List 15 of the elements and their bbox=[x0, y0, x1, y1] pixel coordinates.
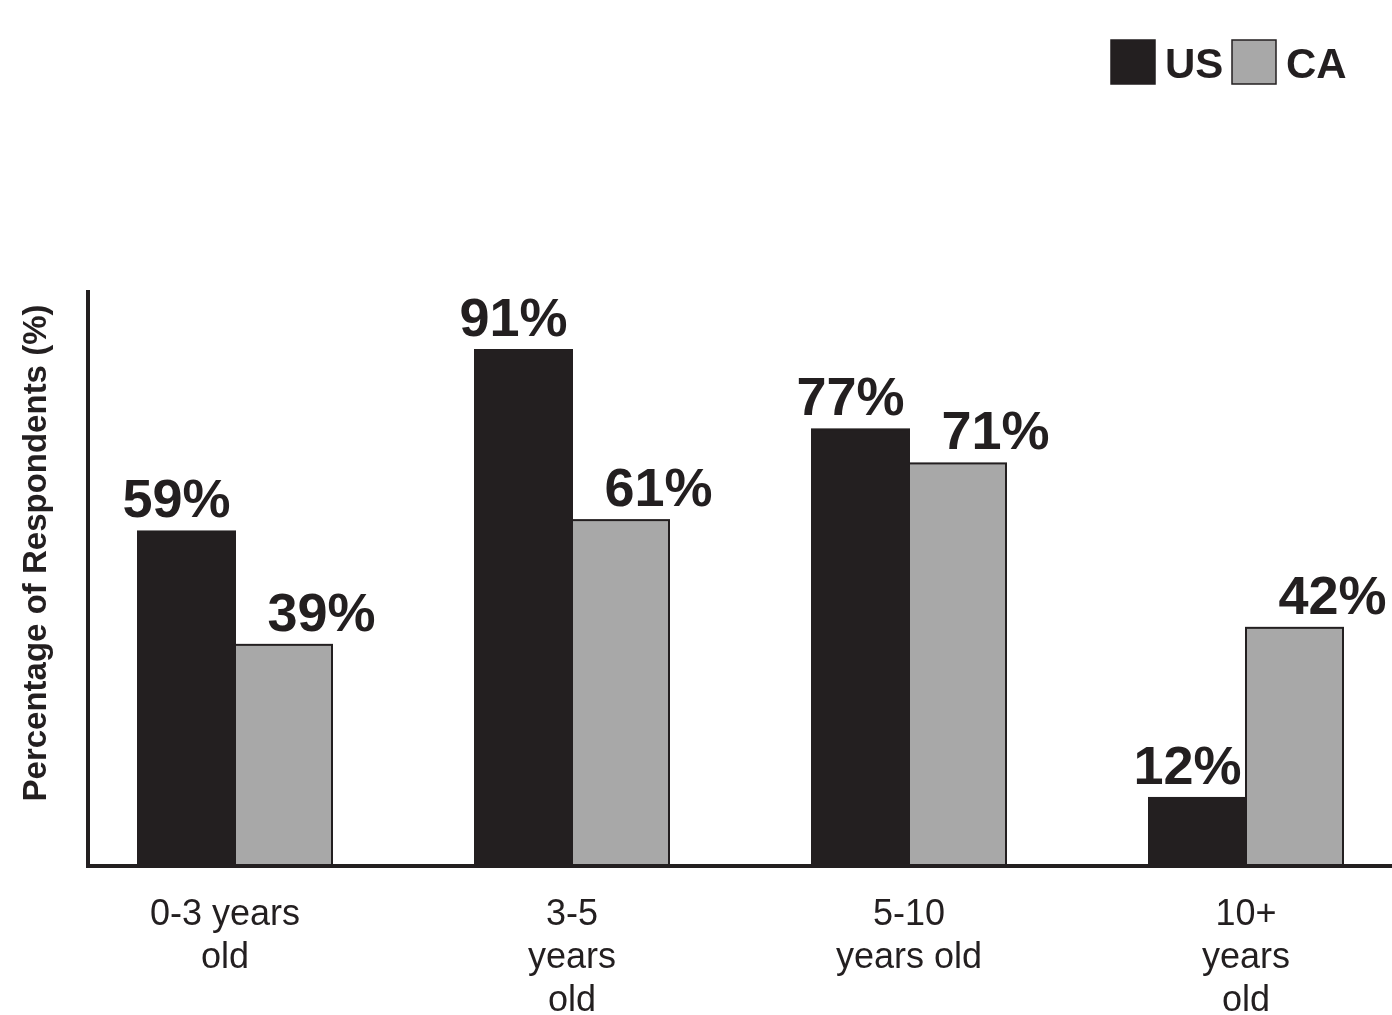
legend-label: US bbox=[1165, 40, 1224, 87]
x-tick-label: 0-3 years old bbox=[149, 892, 301, 976]
data-label: 77% bbox=[796, 366, 905, 427]
legend-label: CA bbox=[1286, 40, 1347, 87]
x-tick-label: 5-10 years old bbox=[835, 892, 983, 976]
data-label: 59% bbox=[122, 468, 231, 529]
x-tick-label: 3-5 years old bbox=[527, 892, 617, 1015]
data-label: 12% bbox=[1133, 734, 1242, 795]
data-label: 42% bbox=[1278, 564, 1387, 625]
data-label: 39% bbox=[267, 581, 376, 642]
data-label: 91% bbox=[459, 287, 568, 347]
data-label: 61% bbox=[604, 457, 713, 518]
x-tick-label: 10+ years old bbox=[1201, 892, 1291, 1015]
y-axis-title: Percentage of Respondents (%) bbox=[16, 304, 53, 802]
data-label: 71% bbox=[941, 400, 1050, 461]
